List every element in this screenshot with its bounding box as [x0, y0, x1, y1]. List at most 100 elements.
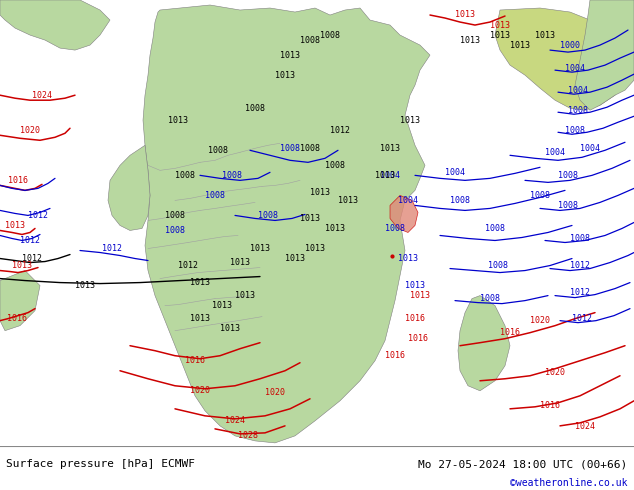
Text: 1008: 1008	[208, 146, 228, 155]
Text: 1004: 1004	[545, 148, 565, 157]
Text: 1013: 1013	[300, 214, 320, 223]
Text: 1013: 1013	[510, 41, 530, 49]
Text: 1020: 1020	[265, 388, 285, 397]
Text: 1008: 1008	[570, 234, 590, 243]
Text: 1013: 1013	[405, 281, 425, 290]
Polygon shape	[0, 0, 110, 50]
Text: 1008: 1008	[568, 106, 588, 115]
Text: 1004: 1004	[568, 86, 588, 95]
Text: 1013: 1013	[275, 71, 295, 80]
Text: 1012: 1012	[570, 261, 590, 270]
Text: 1012: 1012	[102, 244, 122, 253]
Text: 1008: 1008	[165, 226, 185, 235]
Text: 1008: 1008	[325, 161, 345, 170]
Text: Mo 27-05-2024 18:00 UTC (00+66): Mo 27-05-2024 18:00 UTC (00+66)	[418, 459, 628, 469]
Text: 1013: 1013	[280, 50, 300, 60]
Text: 1008: 1008	[245, 104, 265, 113]
Text: 1012: 1012	[28, 211, 48, 220]
Text: 1008: 1008	[558, 171, 578, 180]
Text: 1013: 1013	[325, 224, 345, 233]
Polygon shape	[390, 196, 418, 232]
Text: 1013: 1013	[75, 281, 95, 290]
Text: 1016: 1016	[500, 328, 520, 337]
Text: 1013: 1013	[5, 221, 25, 230]
Text: 1008: 1008	[558, 201, 578, 210]
Text: 1013: 1013	[380, 144, 400, 153]
Text: 1004: 1004	[380, 171, 400, 180]
Text: 1008: 1008	[450, 196, 470, 205]
Text: 1008: 1008	[222, 171, 242, 180]
Text: 1008: 1008	[165, 211, 185, 220]
Text: 1013: 1013	[410, 291, 430, 300]
Polygon shape	[108, 146, 150, 230]
Text: Surface pressure [hPa] ECMWF: Surface pressure [hPa] ECMWF	[6, 459, 195, 469]
Text: 1012: 1012	[330, 126, 350, 135]
Text: 1013: 1013	[400, 116, 420, 125]
Text: 1008: 1008	[258, 211, 278, 220]
Text: 1012: 1012	[178, 261, 198, 270]
Text: 1013: 1013	[12, 261, 32, 270]
Text: 1016: 1016	[385, 351, 405, 360]
Text: 1013: 1013	[310, 188, 330, 197]
Text: 1008: 1008	[385, 224, 405, 233]
Polygon shape	[575, 0, 634, 110]
Text: 1008: 1008	[485, 224, 505, 233]
Text: 1004: 1004	[445, 168, 465, 177]
Text: 1000: 1000	[560, 41, 580, 49]
Text: 1008: 1008	[530, 191, 550, 200]
Text: 1028: 1028	[238, 431, 258, 441]
Text: 1013: 1013	[535, 30, 555, 40]
Text: 1016: 1016	[408, 334, 428, 343]
Text: 1013: 1013	[490, 30, 510, 40]
Text: 1013: 1013	[190, 314, 210, 323]
Text: 1012: 1012	[570, 288, 590, 297]
Text: 1024: 1024	[575, 422, 595, 431]
Text: 1020: 1020	[545, 368, 565, 377]
Text: 1008: 1008	[488, 261, 508, 270]
Text: 1020: 1020	[20, 126, 40, 135]
Text: 1008: 1008	[280, 144, 300, 153]
Text: 1013: 1013	[250, 244, 270, 253]
Text: 1013: 1013	[455, 9, 475, 19]
Text: 1016: 1016	[7, 314, 27, 323]
Text: 1008: 1008	[565, 126, 585, 135]
Text: 1020: 1020	[190, 386, 210, 395]
Text: 1013: 1013	[220, 324, 240, 333]
Text: ©weatheronline.co.uk: ©weatheronline.co.uk	[510, 478, 628, 488]
Text: 1008: 1008	[300, 36, 320, 45]
Polygon shape	[143, 5, 430, 443]
Polygon shape	[458, 295, 510, 391]
Text: 1012: 1012	[20, 236, 40, 245]
Text: 1016: 1016	[8, 176, 28, 185]
Polygon shape	[495, 8, 630, 110]
Polygon shape	[0, 270, 40, 331]
Text: 1013: 1013	[338, 196, 358, 205]
Text: 1024: 1024	[225, 416, 245, 425]
Text: 1013: 1013	[398, 254, 418, 263]
Text: 1013: 1013	[375, 171, 395, 180]
Text: 1016: 1016	[540, 401, 560, 410]
Text: 1024: 1024	[32, 91, 52, 99]
Text: 1013: 1013	[305, 244, 325, 253]
Text: 1008: 1008	[205, 191, 225, 200]
Text: 1016: 1016	[185, 356, 205, 365]
Text: 1013: 1013	[190, 278, 210, 287]
Text: 1004: 1004	[565, 64, 585, 73]
Text: 1013: 1013	[168, 116, 188, 125]
Text: 1012: 1012	[22, 254, 42, 263]
Text: 1013: 1013	[285, 254, 305, 263]
Text: 1013: 1013	[212, 301, 232, 310]
Text: 1013: 1013	[490, 21, 510, 29]
Text: 1008: 1008	[175, 171, 195, 180]
Text: 1012: 1012	[572, 314, 592, 323]
Text: 1016: 1016	[405, 314, 425, 323]
Text: 1004: 1004	[398, 196, 418, 205]
Text: 1004: 1004	[580, 144, 600, 153]
Text: 1008: 1008	[300, 144, 320, 153]
Text: 1008: 1008	[320, 30, 340, 40]
Text: 1020: 1020	[530, 316, 550, 325]
Text: 1013: 1013	[230, 258, 250, 267]
Text: 1013: 1013	[235, 291, 255, 300]
Text: 1013: 1013	[460, 36, 480, 45]
Text: 1008: 1008	[480, 294, 500, 303]
